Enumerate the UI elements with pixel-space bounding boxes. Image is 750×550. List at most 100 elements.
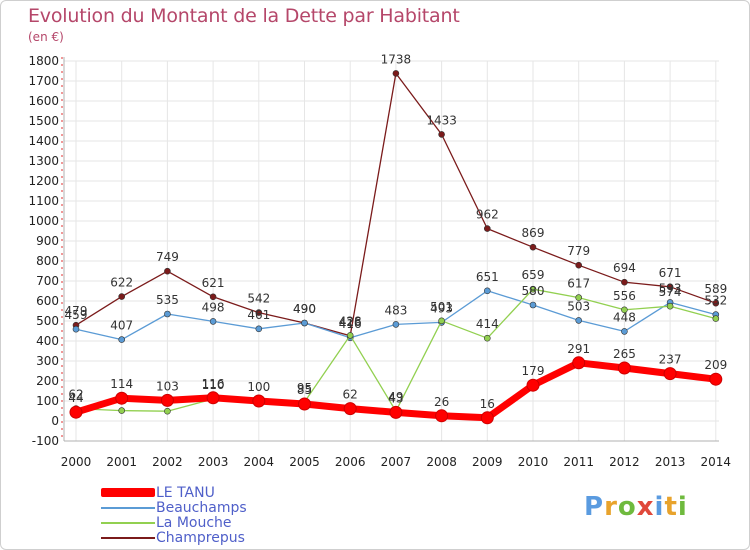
- data-point: [575, 294, 583, 301]
- data-label: 1738: [381, 52, 412, 66]
- y-tick-label: 1700: [28, 74, 59, 88]
- x-tick-label: 2009: [472, 455, 503, 469]
- data-label: 114: [110, 377, 133, 391]
- data-point: [712, 315, 720, 322]
- y-tick-label: -100: [32, 434, 59, 448]
- data-label: 44: [68, 391, 83, 405]
- data-label: 659: [522, 268, 545, 282]
- data-label: 43: [388, 391, 403, 405]
- y-tick-label: 1600: [28, 94, 59, 108]
- data-point: [621, 278, 628, 286]
- data-label: 671: [659, 266, 682, 280]
- x-tick-label: 2000: [61, 455, 92, 469]
- x-tick-label: 2005: [289, 455, 320, 469]
- data-point: [666, 302, 674, 310]
- legend-swatch: [101, 507, 155, 509]
- data-point: [709, 372, 723, 386]
- y-tick-label: 600: [36, 294, 59, 308]
- data-label: 62: [343, 388, 358, 402]
- data-label: 493: [430, 301, 453, 315]
- data-point: [712, 299, 720, 307]
- y-tick-label: 700: [36, 274, 59, 288]
- data-point: [346, 332, 354, 339]
- logo-letter: P: [584, 492, 605, 522]
- legend-label: LE TANU: [156, 485, 215, 501]
- data-point: [160, 393, 174, 407]
- x-tick-label: 2010: [518, 455, 549, 469]
- data-label: 26: [434, 395, 449, 409]
- legend-swatch: [101, 537, 155, 539]
- y-tick-label: 100: [36, 394, 59, 408]
- data-label: 85: [297, 383, 312, 397]
- legend-swatch: [101, 488, 155, 497]
- data-point: [115, 391, 129, 405]
- logo-letter: i: [654, 492, 665, 522]
- data-point: [252, 394, 266, 408]
- x-tick-label: 2004: [244, 455, 275, 469]
- x-tick-label: 2011: [563, 455, 594, 469]
- data-point: [118, 336, 125, 343]
- data-label: 479: [65, 304, 88, 318]
- y-tick-label: 500: [36, 314, 59, 328]
- y-tick-label: 1500: [28, 114, 59, 128]
- legend-item-beauchamps: Beauchamps: [101, 500, 361, 517]
- logo-letter: i: [677, 492, 688, 522]
- data-label: 498: [202, 300, 225, 314]
- legend-label: Beauchamps: [156, 500, 247, 516]
- data-point: [438, 131, 445, 138]
- y-tick-label: 300: [36, 354, 59, 368]
- data-label: 116: [202, 377, 225, 391]
- data-label: 622: [110, 276, 133, 290]
- data-label: 501: [430, 300, 453, 314]
- data-label: 556: [613, 289, 636, 303]
- data-point: [343, 402, 357, 416]
- x-tick-label: 2003: [198, 455, 229, 469]
- legend: LE TANU Beauchamps La Mouche Champrepus: [101, 485, 361, 547]
- data-point: [617, 361, 631, 375]
- x-tick-label: 2007: [381, 455, 412, 469]
- y-tick-label: 1000: [28, 214, 59, 228]
- data-label: 593: [659, 281, 682, 295]
- legend-label: La Mouche: [156, 515, 232, 531]
- data-label: 62: [68, 388, 83, 402]
- data-label: 483: [384, 303, 407, 317]
- chart-unit: (en €): [28, 30, 64, 44]
- data-label: 542: [247, 292, 270, 306]
- y-tick-label: 1300: [28, 154, 59, 168]
- data-label: 49: [388, 390, 403, 404]
- data-label: 110: [202, 378, 225, 392]
- data-point: [526, 378, 540, 392]
- data-point: [483, 225, 491, 232]
- data-point: [164, 407, 171, 415]
- y-tick-label: 1400: [28, 134, 59, 148]
- data-point: [529, 243, 537, 251]
- data-label: 209: [704, 358, 727, 372]
- data-label: 179: [522, 364, 545, 378]
- data-label: 694: [613, 261, 636, 275]
- data-point: [483, 287, 491, 295]
- data-point: [529, 285, 537, 293]
- data-label: 503: [567, 299, 590, 313]
- y-tick-label: 900: [36, 234, 59, 248]
- data-point: [298, 397, 311, 411]
- data-point: [435, 409, 449, 423]
- data-point: [575, 261, 583, 269]
- data-label: 490: [293, 302, 316, 316]
- data-label: 416: [339, 317, 362, 331]
- data-label: 428: [339, 314, 362, 328]
- data-point: [118, 293, 125, 300]
- data-label: 414: [476, 317, 499, 331]
- y-tick-label: 400: [36, 334, 59, 348]
- chart-title: Evolution du Montant de la Dette par Hab…: [28, 5, 460, 27]
- data-point: [666, 283, 674, 291]
- data-point: [69, 405, 83, 419]
- data-point: [575, 317, 583, 324]
- y-tick-label: 1800: [28, 54, 59, 68]
- logo-letter: r: [604, 492, 618, 522]
- legend-item-la-mouche: La Mouche: [101, 515, 361, 532]
- data-label: 749: [156, 250, 179, 264]
- x-tick-label: 2012: [609, 455, 640, 469]
- legend-item-champrepus: Champrepus: [101, 530, 361, 547]
